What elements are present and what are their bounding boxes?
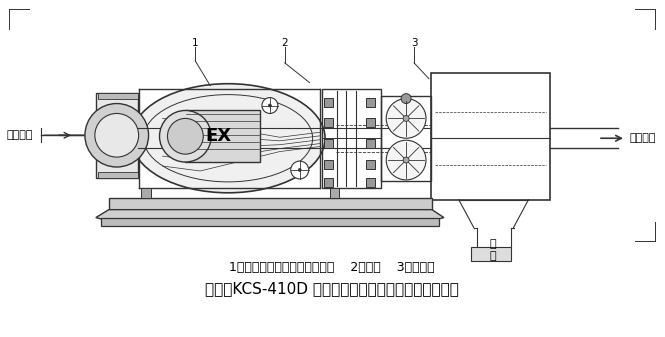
Text: EX: EX [205, 127, 231, 145]
Text: 洁净空气: 洁净空气 [630, 133, 656, 143]
Bar [324, 178, 332, 187]
Circle shape [160, 111, 211, 162]
Polygon shape [96, 210, 444, 221]
Ellipse shape [131, 84, 325, 193]
Bar [96, 93, 138, 178]
Circle shape [386, 99, 426, 138]
Text: 污
水: 污 水 [489, 239, 496, 261]
Bar [140, 188, 150, 198]
Text: 1: 1 [192, 38, 199, 48]
Bar [471, 247, 511, 261]
Text: 含尘空气: 含尘空气 [7, 130, 33, 140]
Circle shape [269, 104, 271, 107]
Circle shape [262, 98, 278, 114]
Bar [366, 139, 375, 148]
Circle shape [168, 118, 203, 154]
Circle shape [403, 116, 409, 121]
Bar [98, 93, 138, 99]
Bar [324, 160, 332, 169]
Text: 1、抽出式轴流防爆局部通风机    2、机架    3、捕尘器: 1、抽出式轴流防爆局部通风机 2、机架 3、捕尘器 [229, 261, 434, 274]
Circle shape [85, 103, 148, 167]
Bar [324, 139, 332, 148]
Circle shape [95, 114, 138, 157]
Text: 2: 2 [281, 38, 288, 48]
Circle shape [386, 140, 426, 180]
Bar [322, 89, 381, 188]
Text: 图四：KCS-410D 系列掘进机用除尘风机结构示意图。: 图四：KCS-410D 系列掘进机用除尘风机结构示意图。 [205, 281, 458, 296]
Bar [101, 218, 439, 225]
Circle shape [403, 157, 409, 163]
Bar [366, 98, 375, 106]
Bar [330, 188, 340, 198]
Circle shape [401, 94, 411, 103]
Bar [130, 120, 138, 134]
Bar [109, 198, 432, 210]
Bar [366, 160, 375, 169]
Text: 3: 3 [411, 38, 418, 48]
Bar [366, 118, 375, 127]
Bar [366, 178, 375, 187]
Bar [96, 120, 104, 134]
Bar [186, 111, 260, 162]
Bar [98, 172, 138, 178]
Circle shape [291, 161, 309, 179]
Bar [431, 73, 551, 200]
Bar [381, 96, 431, 181]
Bar [324, 118, 332, 127]
Bar [324, 98, 332, 106]
Circle shape [298, 168, 301, 172]
